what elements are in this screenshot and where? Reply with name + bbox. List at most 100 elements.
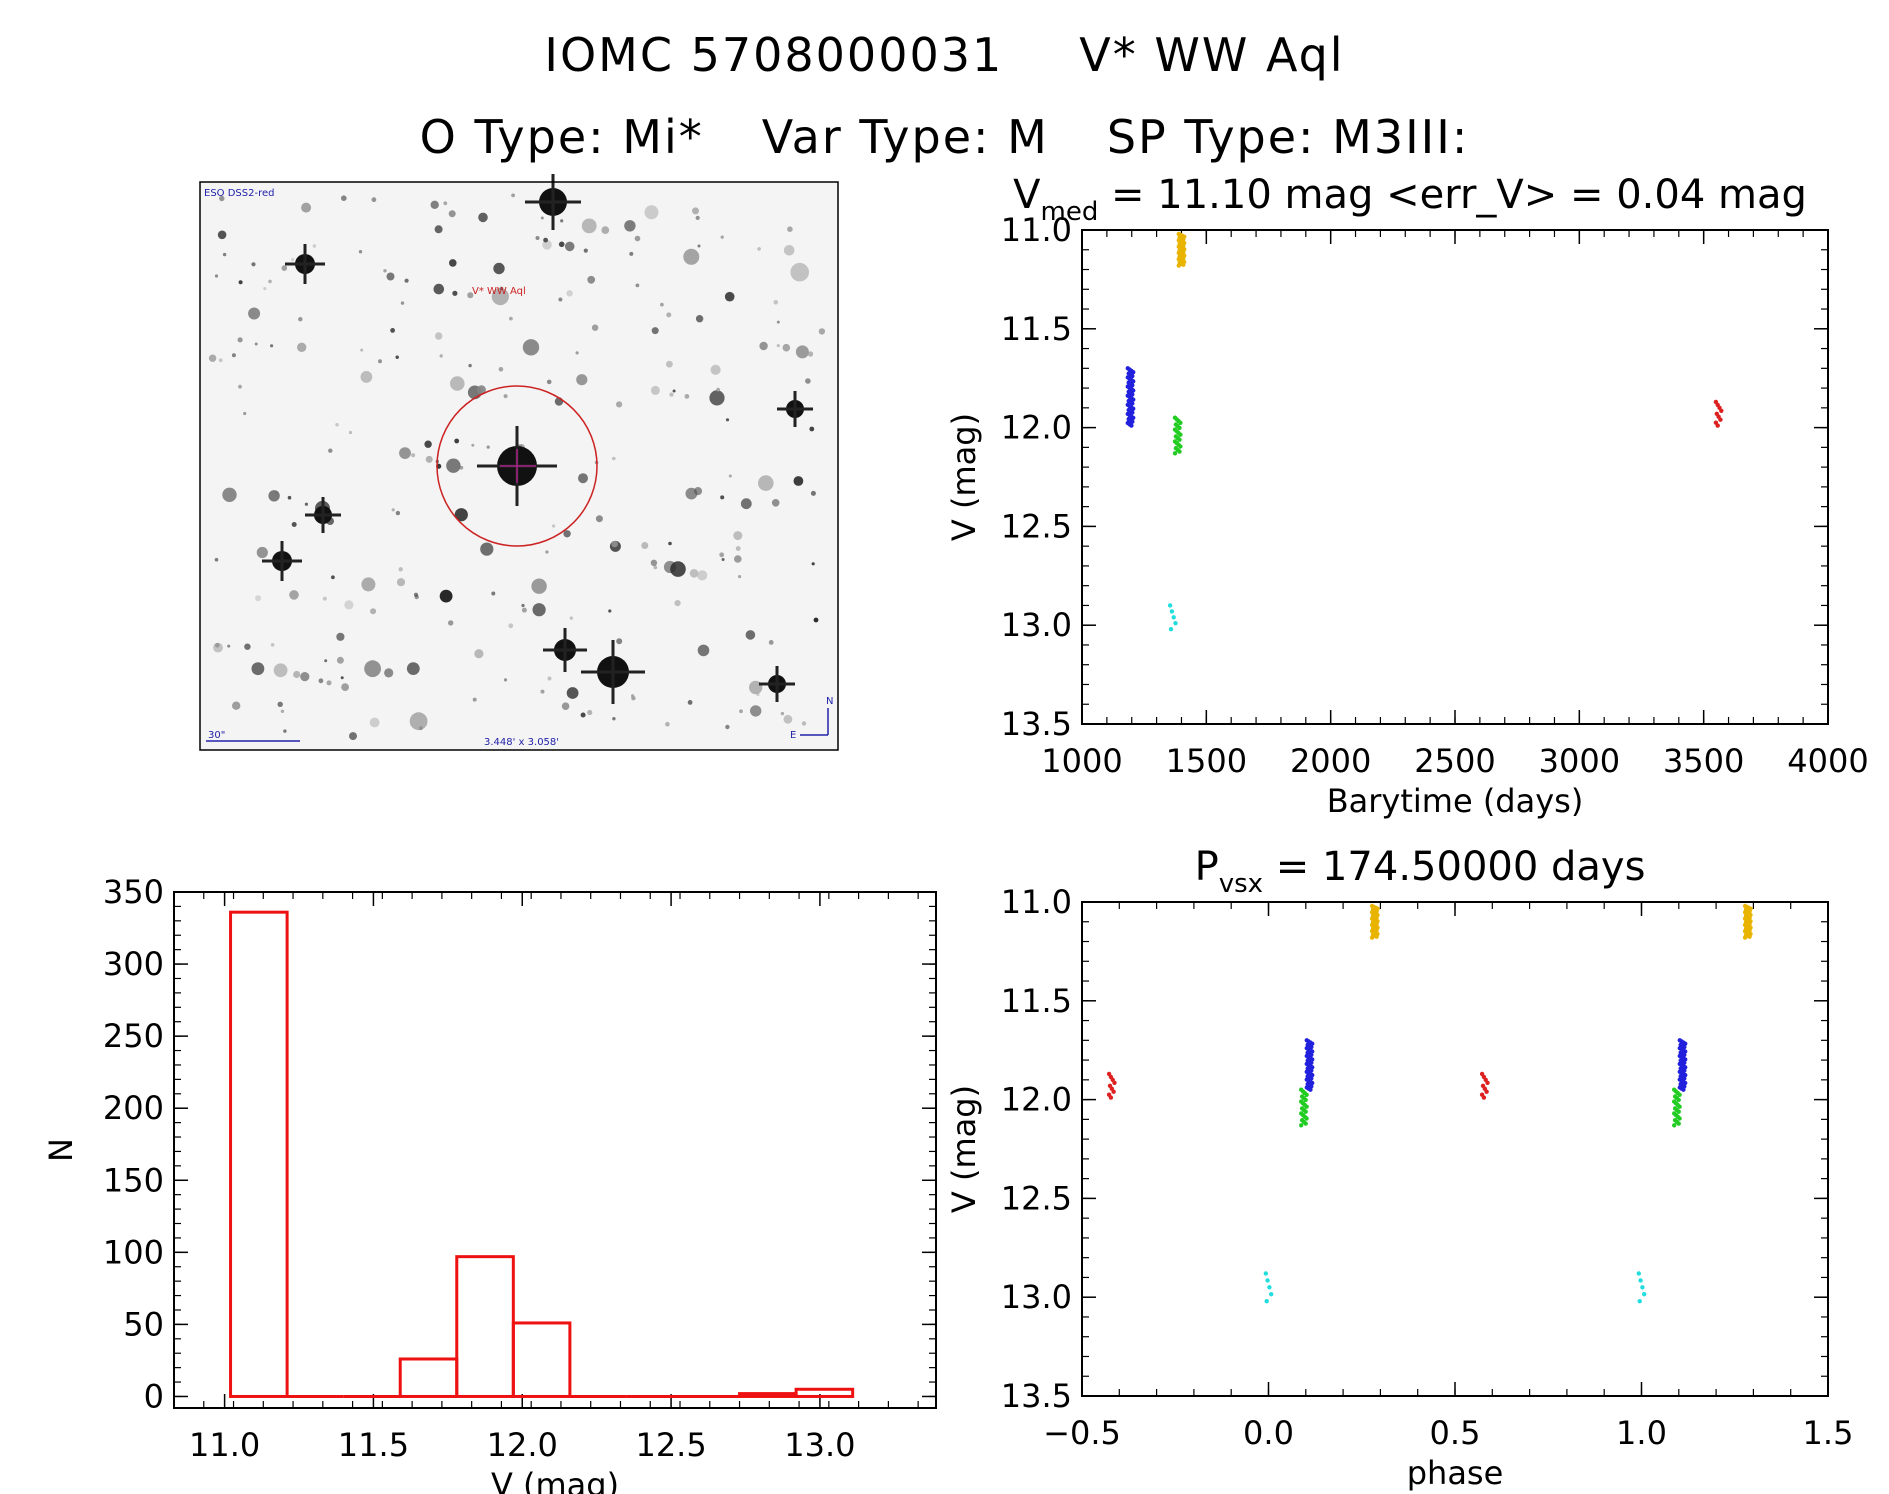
field-star bbox=[467, 292, 474, 299]
data-point bbox=[1742, 935, 1748, 940]
field-star bbox=[371, 197, 377, 203]
data-point bbox=[1677, 1116, 1682, 1121]
y-tick-label: 50 bbox=[123, 1305, 164, 1343]
data-point bbox=[1637, 1299, 1642, 1304]
field-star bbox=[773, 300, 779, 305]
field-star bbox=[268, 279, 272, 284]
data-point bbox=[1167, 603, 1173, 608]
field-star bbox=[644, 205, 659, 220]
field-star bbox=[434, 225, 443, 234]
finder-chart: ESO DSS2-red V* WW Aql 30" 3.448' x 3.05… bbox=[199, 174, 839, 751]
y-axis-title: V (mag) bbox=[945, 413, 983, 541]
data-point bbox=[1640, 1285, 1645, 1290]
data-point bbox=[1638, 1278, 1643, 1283]
y-tick-label: 0 bbox=[144, 1377, 164, 1415]
field-star bbox=[818, 328, 826, 335]
field-star bbox=[629, 251, 634, 256]
y-tick-label: 250 bbox=[103, 1017, 164, 1055]
field-star bbox=[231, 353, 236, 358]
field-star bbox=[277, 701, 283, 707]
field-star bbox=[493, 262, 505, 275]
data-point bbox=[1303, 1109, 1308, 1114]
field-star bbox=[740, 498, 752, 510]
data-point bbox=[1747, 934, 1752, 939]
field-star bbox=[480, 542, 494, 556]
field-star bbox=[663, 560, 677, 574]
x-tick-label: 0.5 bbox=[1430, 1414, 1481, 1452]
data-point bbox=[1304, 1116, 1309, 1121]
field-star bbox=[735, 546, 741, 551]
field-star bbox=[787, 226, 793, 232]
data-point bbox=[1304, 1092, 1309, 1098]
field-star bbox=[566, 687, 579, 699]
field-star bbox=[531, 578, 547, 594]
data-point bbox=[1719, 408, 1724, 413]
field-star bbox=[448, 210, 456, 218]
data-point bbox=[1374, 934, 1379, 939]
scale-label: 30" bbox=[208, 730, 225, 741]
field-star bbox=[811, 562, 815, 566]
field-star bbox=[301, 202, 312, 213]
field-star bbox=[535, 236, 540, 240]
field-star bbox=[251, 662, 265, 676]
data-point bbox=[1304, 1104, 1309, 1109]
field-star bbox=[360, 371, 373, 383]
field-star bbox=[721, 558, 725, 561]
field-star bbox=[521, 603, 525, 608]
field-star bbox=[503, 678, 508, 682]
field-star bbox=[491, 591, 496, 596]
field-star bbox=[390, 328, 395, 333]
x-tick-label: −0.5 bbox=[1043, 1414, 1121, 1452]
x-tick-label: 1.5 bbox=[1803, 1414, 1854, 1452]
field-star bbox=[684, 394, 690, 399]
field-star bbox=[653, 565, 658, 570]
field-star bbox=[425, 455, 433, 463]
field-star bbox=[400, 301, 405, 305]
field-star bbox=[758, 475, 774, 491]
field-star bbox=[409, 712, 428, 731]
field-star bbox=[304, 502, 308, 506]
field-star bbox=[716, 387, 720, 392]
field-star bbox=[666, 312, 672, 318]
histogram-bar bbox=[511, 1321, 572, 1398]
plot-frame bbox=[173, 891, 937, 1409]
field-star bbox=[697, 570, 708, 581]
x-tick-label: 3500 bbox=[1663, 742, 1744, 780]
field-star bbox=[611, 540, 618, 548]
field-star bbox=[650, 385, 660, 395]
x-tick-label: 1500 bbox=[1166, 742, 1247, 780]
variable-type: Var Type: M bbox=[761, 110, 1049, 164]
panel-title-rest: = 174.50000 days bbox=[1263, 844, 1645, 890]
field-star bbox=[738, 575, 742, 579]
data-point bbox=[1264, 1299, 1269, 1304]
field-star bbox=[608, 609, 612, 613]
data-point bbox=[1303, 1121, 1308, 1126]
data-point bbox=[1267, 1285, 1272, 1290]
field-star bbox=[218, 358, 223, 363]
header: IOMC 5708000031 V* WW Aql O Type: Mi* Var … bbox=[0, 0, 1889, 170]
field-star bbox=[672, 389, 676, 393]
field-star bbox=[370, 608, 377, 615]
field-star bbox=[650, 559, 658, 566]
title-line-1: IOMC 5708000031 V* WW Aql bbox=[0, 28, 1889, 82]
field-star bbox=[583, 248, 588, 253]
field-star bbox=[386, 272, 395, 281]
field-star bbox=[810, 490, 816, 496]
data-point bbox=[1718, 417, 1723, 422]
y-tick-label: 13.5 bbox=[1001, 1377, 1072, 1415]
x-tick-label: 11.5 bbox=[338, 1426, 409, 1464]
field-star bbox=[289, 590, 299, 600]
field-star bbox=[404, 278, 409, 283]
data-point bbox=[1176, 263, 1182, 268]
field-star bbox=[558, 241, 565, 248]
field-star bbox=[540, 216, 544, 220]
field-star bbox=[709, 390, 725, 406]
x-tick-label: 3000 bbox=[1539, 742, 1620, 780]
field-star bbox=[318, 678, 324, 684]
data-point bbox=[1481, 1095, 1487, 1100]
field-star bbox=[215, 643, 220, 648]
panel-title-subscript: vsx bbox=[1219, 869, 1263, 899]
field-star bbox=[472, 697, 477, 702]
field-star bbox=[564, 241, 575, 252]
